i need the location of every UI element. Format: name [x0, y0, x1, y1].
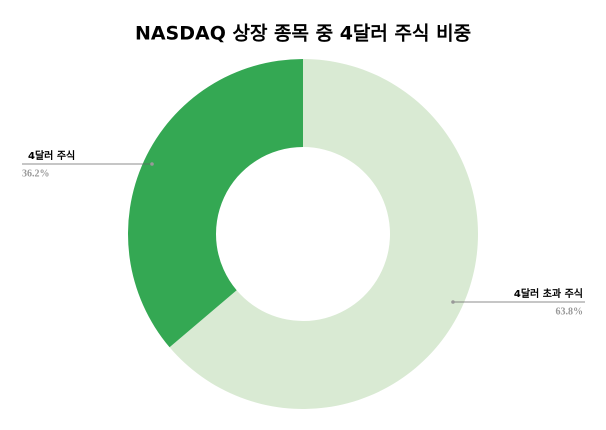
- slice-value-label: 63.8%: [556, 306, 584, 317]
- slice-value-label: 36.2%: [22, 168, 50, 179]
- chart-title: NASDAQ 상장 종목 중 4달러 주식 비중: [135, 23, 471, 45]
- slice: [128, 59, 303, 348]
- leader-dot: [150, 162, 154, 166]
- slice-label: 4달러 초과 주식: [514, 287, 583, 300]
- leader-dot: [451, 300, 455, 304]
- slice-label: 4달러 주식: [28, 149, 75, 162]
- slice: [169, 59, 479, 409]
